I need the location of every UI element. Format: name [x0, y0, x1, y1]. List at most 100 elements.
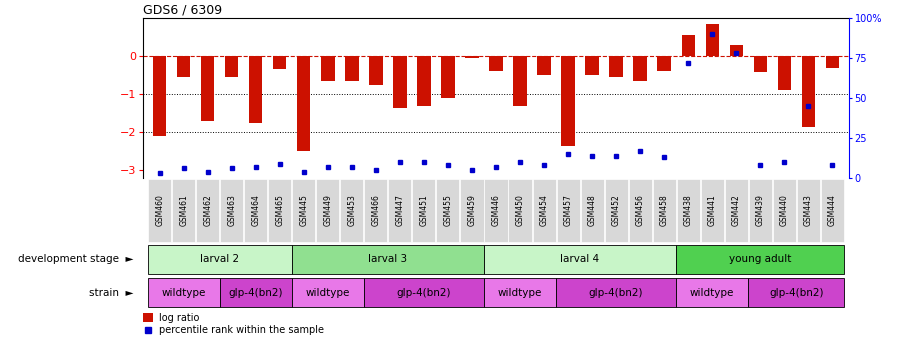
Bar	[705, 24, 718, 56]
Text: larval 3: larval 3	[368, 255, 407, 265]
FancyBboxPatch shape	[628, 179, 652, 242]
Text: larval 4: larval 4	[561, 255, 600, 265]
FancyBboxPatch shape	[389, 179, 412, 242]
FancyBboxPatch shape	[556, 278, 676, 307]
Bar	[417, 56, 430, 106]
Text: GSM449: GSM449	[323, 195, 332, 226]
Text: GSM456: GSM456	[635, 195, 645, 226]
Text: GSM457: GSM457	[564, 195, 573, 226]
Text: glp-4(bn2): glp-4(bn2)	[769, 287, 823, 297]
FancyBboxPatch shape	[556, 179, 579, 242]
FancyBboxPatch shape	[484, 245, 676, 274]
Bar	[634, 56, 647, 81]
FancyBboxPatch shape	[676, 278, 748, 307]
FancyBboxPatch shape	[797, 179, 820, 242]
FancyBboxPatch shape	[701, 179, 724, 242]
Text: GSM453: GSM453	[347, 195, 356, 226]
Text: GSM454: GSM454	[540, 195, 549, 226]
Text: GSM440: GSM440	[780, 195, 788, 226]
Bar	[538, 56, 551, 75]
FancyBboxPatch shape	[749, 179, 772, 242]
Text: GSM460: GSM460	[156, 195, 164, 226]
FancyBboxPatch shape	[437, 179, 460, 242]
FancyBboxPatch shape	[220, 278, 292, 307]
FancyBboxPatch shape	[148, 179, 171, 242]
FancyBboxPatch shape	[365, 179, 388, 242]
Bar	[801, 56, 815, 127]
Text: GSM459: GSM459	[468, 195, 476, 226]
Text: GSM442: GSM442	[731, 195, 740, 226]
Text: GSM465: GSM465	[275, 195, 285, 226]
FancyBboxPatch shape	[604, 179, 627, 242]
FancyBboxPatch shape	[484, 179, 507, 242]
Text: GSM463: GSM463	[227, 195, 237, 226]
FancyBboxPatch shape	[653, 179, 676, 242]
Bar	[441, 56, 455, 98]
FancyBboxPatch shape	[364, 278, 484, 307]
Bar	[345, 56, 358, 81]
FancyBboxPatch shape	[532, 179, 555, 242]
FancyBboxPatch shape	[748, 278, 845, 307]
Text: wildtype: wildtype	[498, 287, 542, 297]
Text: glp-4(bn2): glp-4(bn2)	[589, 287, 643, 297]
FancyBboxPatch shape	[677, 179, 700, 242]
Bar	[393, 56, 406, 107]
Bar	[610, 56, 623, 77]
Bar	[297, 56, 310, 151]
Bar	[201, 56, 215, 121]
FancyBboxPatch shape	[220, 179, 243, 242]
Text: young adult: young adult	[729, 255, 791, 265]
FancyBboxPatch shape	[147, 245, 292, 274]
Text: larval 2: larval 2	[200, 255, 239, 265]
Text: wildtype: wildtype	[690, 287, 734, 297]
Text: wildtype: wildtype	[306, 287, 350, 297]
Text: strain  ►: strain ►	[89, 287, 134, 297]
Text: GSM462: GSM462	[204, 195, 213, 226]
Bar	[274, 56, 286, 69]
Text: GSM466: GSM466	[371, 195, 380, 226]
Bar	[143, 313, 153, 322]
FancyBboxPatch shape	[773, 179, 796, 242]
Bar	[153, 56, 167, 136]
FancyBboxPatch shape	[676, 245, 845, 274]
FancyBboxPatch shape	[292, 179, 315, 242]
Text: GSM443: GSM443	[804, 195, 812, 226]
FancyBboxPatch shape	[292, 245, 484, 274]
Bar	[513, 56, 527, 106]
Bar	[465, 56, 479, 58]
FancyBboxPatch shape	[196, 179, 219, 242]
FancyBboxPatch shape	[268, 179, 291, 242]
Text: development stage  ►: development stage ►	[18, 255, 134, 265]
FancyBboxPatch shape	[172, 179, 195, 242]
Text: percentile rank within the sample: percentile rank within the sample	[159, 325, 324, 335]
Bar	[753, 56, 767, 72]
Bar	[586, 56, 599, 75]
Text: GSM458: GSM458	[659, 195, 669, 226]
FancyBboxPatch shape	[413, 179, 436, 242]
FancyBboxPatch shape	[244, 179, 267, 242]
FancyBboxPatch shape	[725, 179, 748, 242]
Bar	[562, 56, 575, 146]
Bar	[321, 56, 334, 81]
Text: GSM464: GSM464	[251, 195, 261, 226]
Text: GSM448: GSM448	[588, 195, 597, 226]
Bar	[369, 56, 382, 85]
Bar	[177, 56, 191, 77]
Text: GSM439: GSM439	[755, 195, 764, 226]
Text: GSM445: GSM445	[299, 195, 309, 226]
FancyBboxPatch shape	[484, 278, 556, 307]
Text: GSM447: GSM447	[395, 195, 404, 226]
Text: GSM450: GSM450	[516, 195, 525, 226]
Text: GSM452: GSM452	[612, 195, 621, 226]
Text: GSM461: GSM461	[180, 195, 188, 226]
Bar	[777, 56, 791, 90]
Bar	[825, 56, 839, 68]
Text: GSM446: GSM446	[492, 195, 500, 226]
FancyBboxPatch shape	[147, 278, 220, 307]
Text: GSM441: GSM441	[707, 195, 717, 226]
FancyBboxPatch shape	[508, 179, 531, 242]
FancyBboxPatch shape	[292, 278, 364, 307]
Text: GDS6 / 6309: GDS6 / 6309	[143, 4, 222, 17]
Text: log ratio: log ratio	[159, 313, 199, 323]
Bar	[729, 45, 742, 56]
